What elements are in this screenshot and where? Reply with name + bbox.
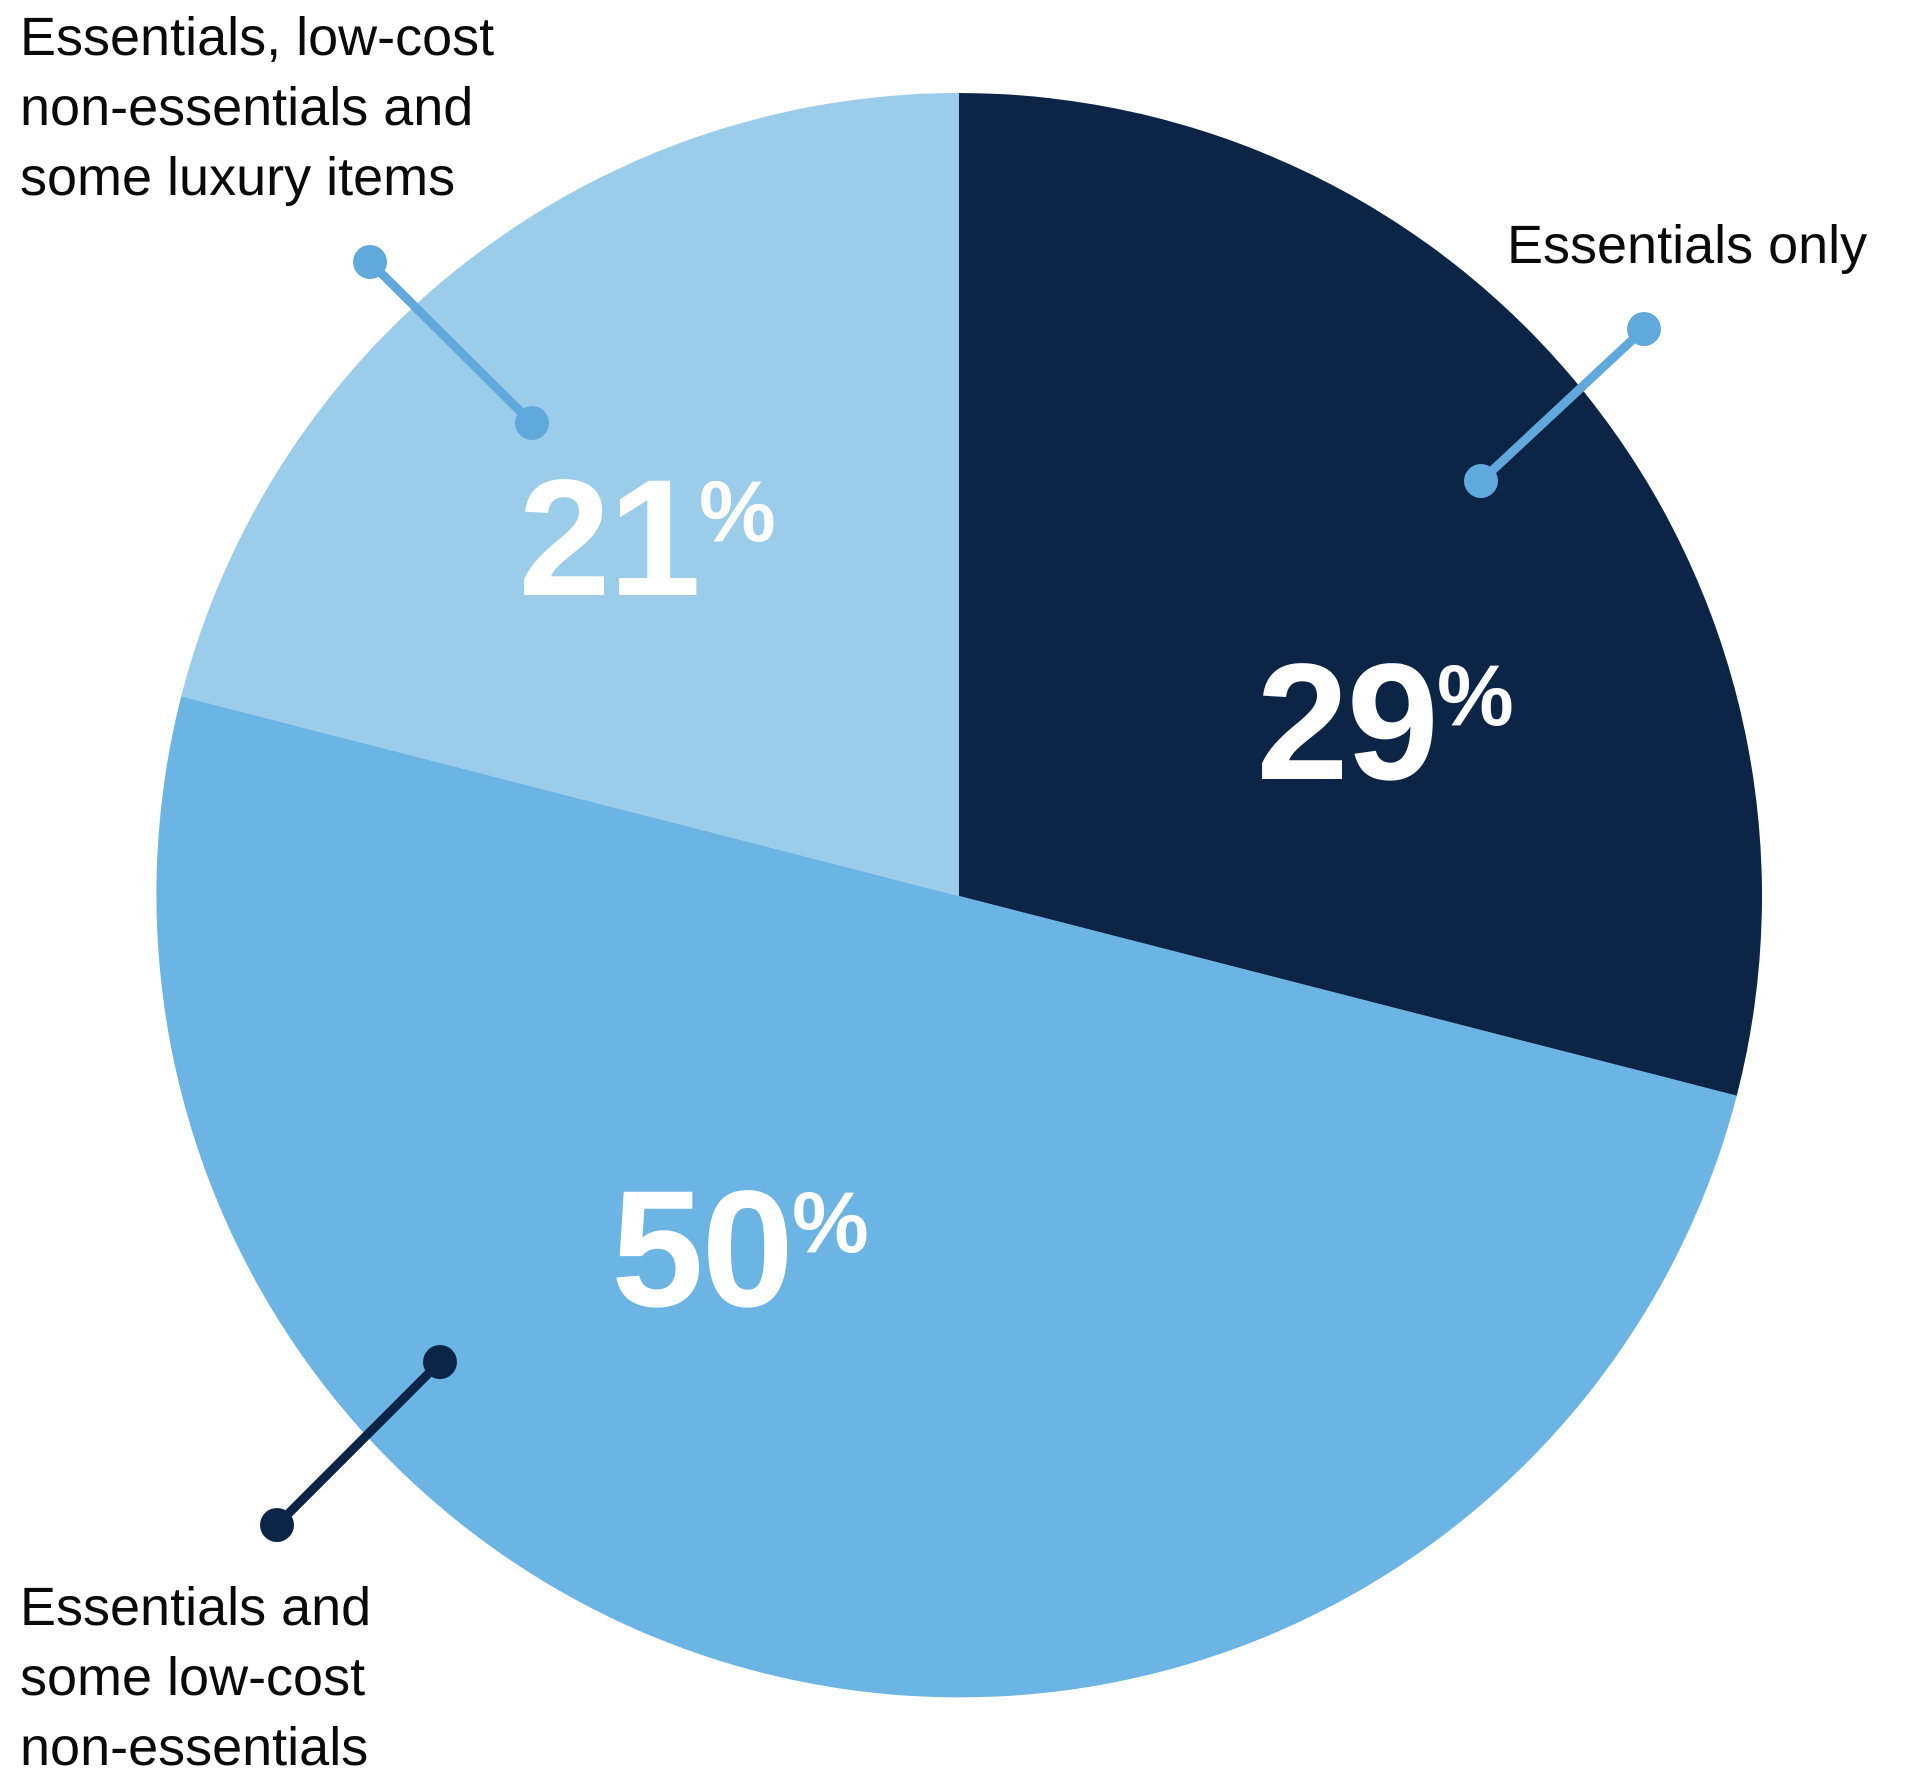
value-label-29-percent: 29% bbox=[1256, 640, 1513, 806]
pie-slice-essentials-and-some-low-cost-non-essentials bbox=[156, 696, 1737, 1698]
slice-label-essentials-low-cost: Essentials and some low-cost non-essenti… bbox=[20, 1572, 371, 1782]
leader-line bbox=[1476, 324, 1649, 486]
callout-line-essentials-only bbox=[1464, 312, 1661, 498]
label-line: some luxury items bbox=[20, 147, 456, 207]
pie-slices bbox=[156, 93, 1762, 1698]
slice-label-essentials-luxury: Essentials, low-cost non-essentials and … bbox=[20, 2, 494, 212]
label-line: Essentials only bbox=[1507, 215, 1868, 275]
leader-line bbox=[272, 1357, 445, 1530]
value-label-50-percent: 50% bbox=[611, 1167, 868, 1333]
label-line: non-essentials bbox=[20, 1717, 369, 1777]
label-line: some low-cost bbox=[20, 1647, 366, 1707]
percent-sign: % bbox=[698, 464, 776, 561]
leader-line bbox=[365, 257, 537, 428]
leader-dot-label-end bbox=[353, 245, 387, 279]
percent-sign: % bbox=[791, 1175, 869, 1272]
callout-line-essentials-low-cost bbox=[260, 1345, 457, 1542]
leader-dot-label-end bbox=[260, 1508, 294, 1542]
pie-slice-essentials-low-cost-non-essentials-and-some-luxury-items bbox=[181, 93, 960, 896]
callout-line-essentials-luxury bbox=[353, 245, 549, 440]
value-number: 21 bbox=[518, 446, 701, 631]
label-line: Essentials, low-cost bbox=[20, 7, 495, 67]
label-line: Essentials and bbox=[20, 1577, 372, 1637]
leader-dot-slice-end bbox=[1464, 464, 1498, 498]
leader-dot-slice-end bbox=[423, 1345, 457, 1379]
label-line: non-essentials and bbox=[20, 77, 474, 137]
pie-slice-essentials-only bbox=[959, 93, 1762, 1096]
value-number: 29 bbox=[1256, 630, 1439, 815]
leader-dot-label-end bbox=[1627, 312, 1661, 346]
slice-label-essentials-only: Essentials only bbox=[1507, 210, 1867, 280]
value-label-21-percent: 21% bbox=[518, 456, 775, 622]
leader-dot-slice-end bbox=[515, 406, 549, 440]
value-number: 50 bbox=[611, 1157, 794, 1342]
percent-sign: % bbox=[1436, 648, 1514, 745]
